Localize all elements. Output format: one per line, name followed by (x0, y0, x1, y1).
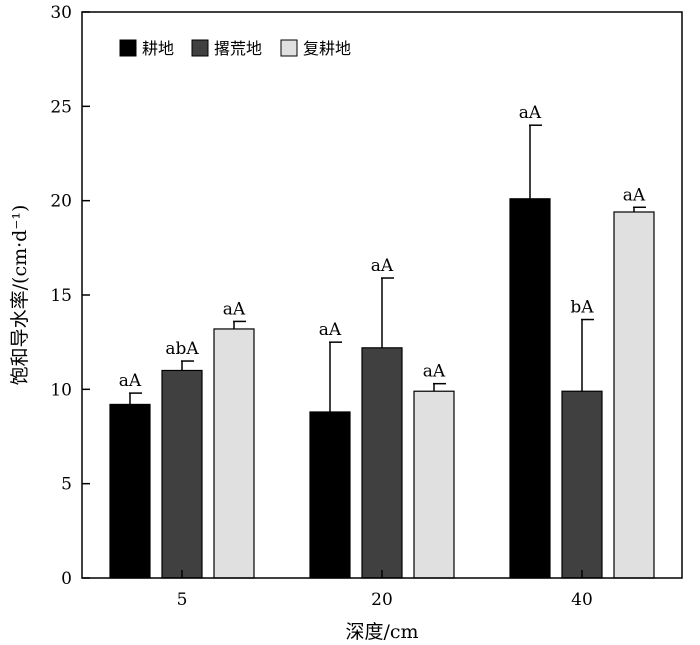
legend: 耕地 撂荒地 复耕地 (119, 39, 351, 58)
significance-label: bA (570, 298, 594, 318)
significance-label: abA (165, 339, 199, 359)
bar (361, 347, 403, 579)
significance-label: aA (223, 299, 246, 319)
bar (613, 211, 655, 579)
y-tick-label: 30 (50, 3, 72, 23)
legend-swatch (119, 39, 137, 57)
y-axis-title: 饱和导水率/(cm·d⁻¹) (9, 205, 31, 386)
bar (109, 403, 151, 579)
y-tick-label: 5 (61, 475, 72, 495)
y-tick-label: 10 (50, 380, 72, 400)
y-axis: 0 5 10 15 20 25 30 (50, 3, 90, 589)
significance-label: aA (371, 256, 394, 276)
legend-swatch (191, 39, 209, 57)
significance-label: aA (623, 185, 646, 205)
x-tick-label: 5 (177, 590, 188, 610)
legend-swatch (280, 39, 298, 57)
y-tick-label: 0 (61, 569, 72, 589)
significance-label: aA (519, 103, 542, 123)
y-tick-label: 20 (50, 192, 72, 212)
y-tick-label: 15 (50, 286, 72, 306)
y-tick-label: 25 (50, 97, 72, 117)
significance-label: aA (319, 320, 342, 340)
legend-label: 撂荒地 (214, 39, 262, 58)
x-axis-title: 深度/cm (345, 621, 418, 643)
bar (161, 369, 203, 579)
x-tick-label: 20 (371, 590, 393, 610)
bar (213, 328, 255, 579)
bar (509, 198, 551, 579)
legend-label: 复耕地 (303, 39, 351, 58)
significance-label: aA (423, 362, 446, 382)
x-tick-label: 40 (571, 590, 593, 610)
plot-area: aA abA aA aA aA aA aA bA aA (109, 103, 655, 579)
x-axis: 5 20 40 (177, 570, 593, 610)
bar (561, 390, 603, 579)
bar (309, 411, 351, 579)
bar (413, 390, 455, 579)
significance-label: aA (119, 371, 142, 391)
legend-label: 耕地 (142, 39, 174, 58)
